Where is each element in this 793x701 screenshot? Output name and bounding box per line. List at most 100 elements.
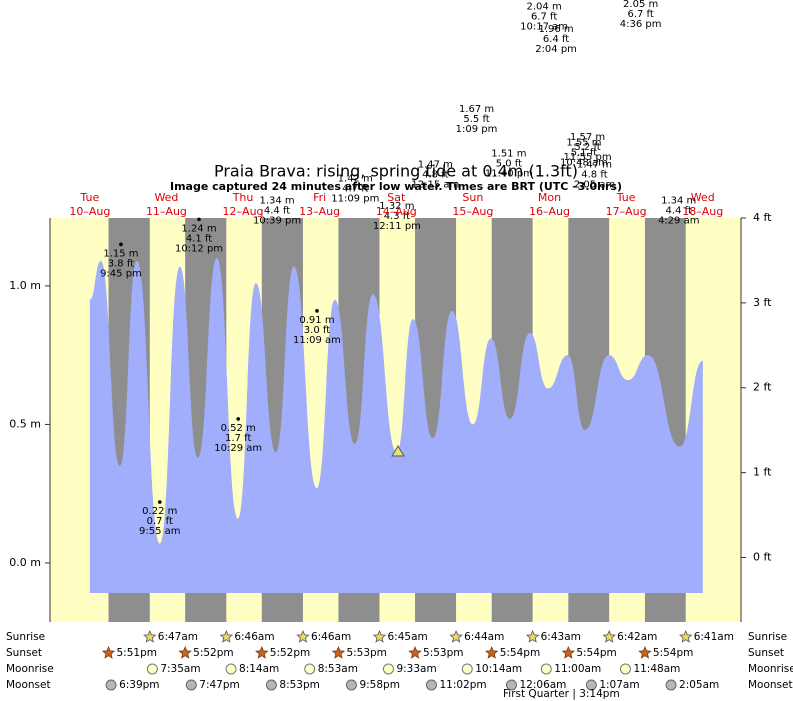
extreme-label: 0.91 m xyxy=(299,315,334,326)
annotations: 1.15 m3.8 ft9:45 pm 0.22 m0.7 ft9:55 am 1.… xyxy=(100,0,699,537)
y-tick-label: 1.0 m xyxy=(9,279,41,292)
row-time: 5:53pm xyxy=(346,647,386,659)
row-time: 6:44am xyxy=(464,631,504,643)
sunset-icon xyxy=(561,645,576,659)
y2-tick-label: 0 ft xyxy=(753,550,772,563)
day-weekday: Fri xyxy=(313,191,326,204)
extreme-label: 1.42 m xyxy=(338,174,373,185)
extreme-label: 6.7 ft xyxy=(627,9,653,20)
sunrise-icon xyxy=(219,629,234,643)
row-time: 5:52pm xyxy=(193,647,233,659)
extreme-dot xyxy=(197,217,201,222)
sunrise-icon xyxy=(602,629,616,643)
sunset-icon xyxy=(331,645,346,659)
row-time: 8:53pm xyxy=(279,679,319,691)
row-time: 6:42am xyxy=(617,631,657,643)
extreme-label: 4.1 ft xyxy=(186,233,212,244)
extreme-dot xyxy=(157,500,162,504)
row-label-left: Sunrise xyxy=(6,631,45,643)
day-weekday: Sun xyxy=(462,191,483,204)
row-time: 6:41am xyxy=(694,631,734,643)
row-time: 10:14am xyxy=(475,663,522,675)
extreme-label: 1.57 m xyxy=(570,132,605,143)
moonrise-icon xyxy=(146,663,158,675)
day-date: 17–Aug xyxy=(606,205,647,218)
sunset-icon xyxy=(178,645,192,659)
moon-phase: First Quarter | 3:14pm xyxy=(503,688,620,700)
day-date: 11–Aug xyxy=(146,205,187,218)
extreme-label: 0.7 ft xyxy=(147,516,173,527)
moonrise-icon xyxy=(225,663,237,675)
moonset-icon xyxy=(425,679,437,691)
row-label-right: Sunrise xyxy=(748,631,787,643)
row-label-left: Moonrise xyxy=(6,663,54,675)
extreme-label: 4.4 ft xyxy=(666,206,692,217)
extreme-dot xyxy=(119,242,123,247)
moonset-icon xyxy=(585,679,597,691)
extreme-label: 0.22 m xyxy=(142,506,177,517)
extreme-label: 1.47 m xyxy=(418,160,453,171)
moonrise-icon xyxy=(540,663,552,675)
day-weekday: Tue xyxy=(79,191,99,204)
extreme-label: 1.7 ft xyxy=(225,433,251,444)
sunset-icon xyxy=(255,645,269,659)
day-weekday: Wed xyxy=(691,191,715,204)
extreme-dot xyxy=(236,417,241,421)
extreme-label: 3.8 ft xyxy=(108,258,134,269)
sunset-icon xyxy=(101,645,116,659)
moonrise-icon xyxy=(304,663,316,675)
row-time: 1:07am xyxy=(599,679,639,691)
row-time: 11:00am xyxy=(554,663,601,675)
tide-area xyxy=(89,258,703,593)
extreme-label: 1.96 m xyxy=(538,24,573,35)
row-time: 5:54pm xyxy=(500,647,540,659)
row-time: 8:14am xyxy=(239,663,279,675)
day-date: 10–Aug xyxy=(69,205,110,218)
extreme-label: 10:39 pm xyxy=(253,216,301,227)
chart-subtitle: Image captured 24 minutes after low wate… xyxy=(170,180,622,193)
row-label-left: Moonset xyxy=(6,679,51,691)
row-time: 6:46am xyxy=(234,631,274,643)
extreme-label: 12:11 pm xyxy=(373,221,421,232)
extreme-label: 6.4 ft xyxy=(543,34,569,45)
extreme-dot xyxy=(315,309,319,313)
row-time: 9:58pm xyxy=(359,679,399,691)
y2-tick-label: 4 ft xyxy=(753,211,772,224)
extreme-label: 11:09 am xyxy=(293,335,341,346)
extreme-label: 1.32 m xyxy=(379,201,414,212)
y2-tick-label: 3 ft xyxy=(753,296,772,309)
row-time: 6:47am xyxy=(158,631,198,643)
row-time: 11:02pm xyxy=(439,679,486,691)
day-date: 16–Aug xyxy=(529,205,570,218)
row-time: 9:33am xyxy=(396,663,436,675)
extreme-label: 11:09 pm xyxy=(331,194,379,205)
row-label-left: Sunset xyxy=(6,647,42,659)
extreme-label: 1.47 m xyxy=(577,160,612,171)
moonrise-icon xyxy=(461,663,473,675)
extreme-label: 11:40 pm xyxy=(485,169,533,180)
plot-area xyxy=(50,218,741,622)
extreme-label: 3.0 ft xyxy=(304,325,330,336)
moonset-icon xyxy=(185,679,197,691)
extreme-label: 9:45 pm xyxy=(100,268,142,279)
row-time: 11:48am xyxy=(633,663,680,675)
moonset-icon xyxy=(505,679,517,691)
sunrise-icon xyxy=(679,629,693,643)
extreme-label: 1:09 pm xyxy=(456,124,498,135)
day-date: 18–Aug xyxy=(682,205,723,218)
row-time: 6:39pm xyxy=(119,679,159,691)
extreme-label: 10:29 am xyxy=(214,443,262,454)
extreme-label: 4.7 ft xyxy=(342,184,368,195)
sunset-icon xyxy=(408,645,422,659)
extreme-label: 4:29 am xyxy=(658,216,700,227)
extreme-label: 2.04 m xyxy=(527,2,562,13)
extreme-label: 4.4 ft xyxy=(264,206,290,217)
moonset-icon xyxy=(105,679,117,691)
row-label-right: Moonset xyxy=(748,679,793,691)
extreme-label: 4.8 ft xyxy=(581,170,607,181)
extreme-label: 9:55 am xyxy=(139,526,181,537)
extreme-label: 1.55 m xyxy=(566,137,601,148)
y-tick-label: 0.5 m xyxy=(9,417,41,430)
extreme-label: 4.8 ft xyxy=(422,170,448,181)
moonset-icon xyxy=(345,679,357,691)
